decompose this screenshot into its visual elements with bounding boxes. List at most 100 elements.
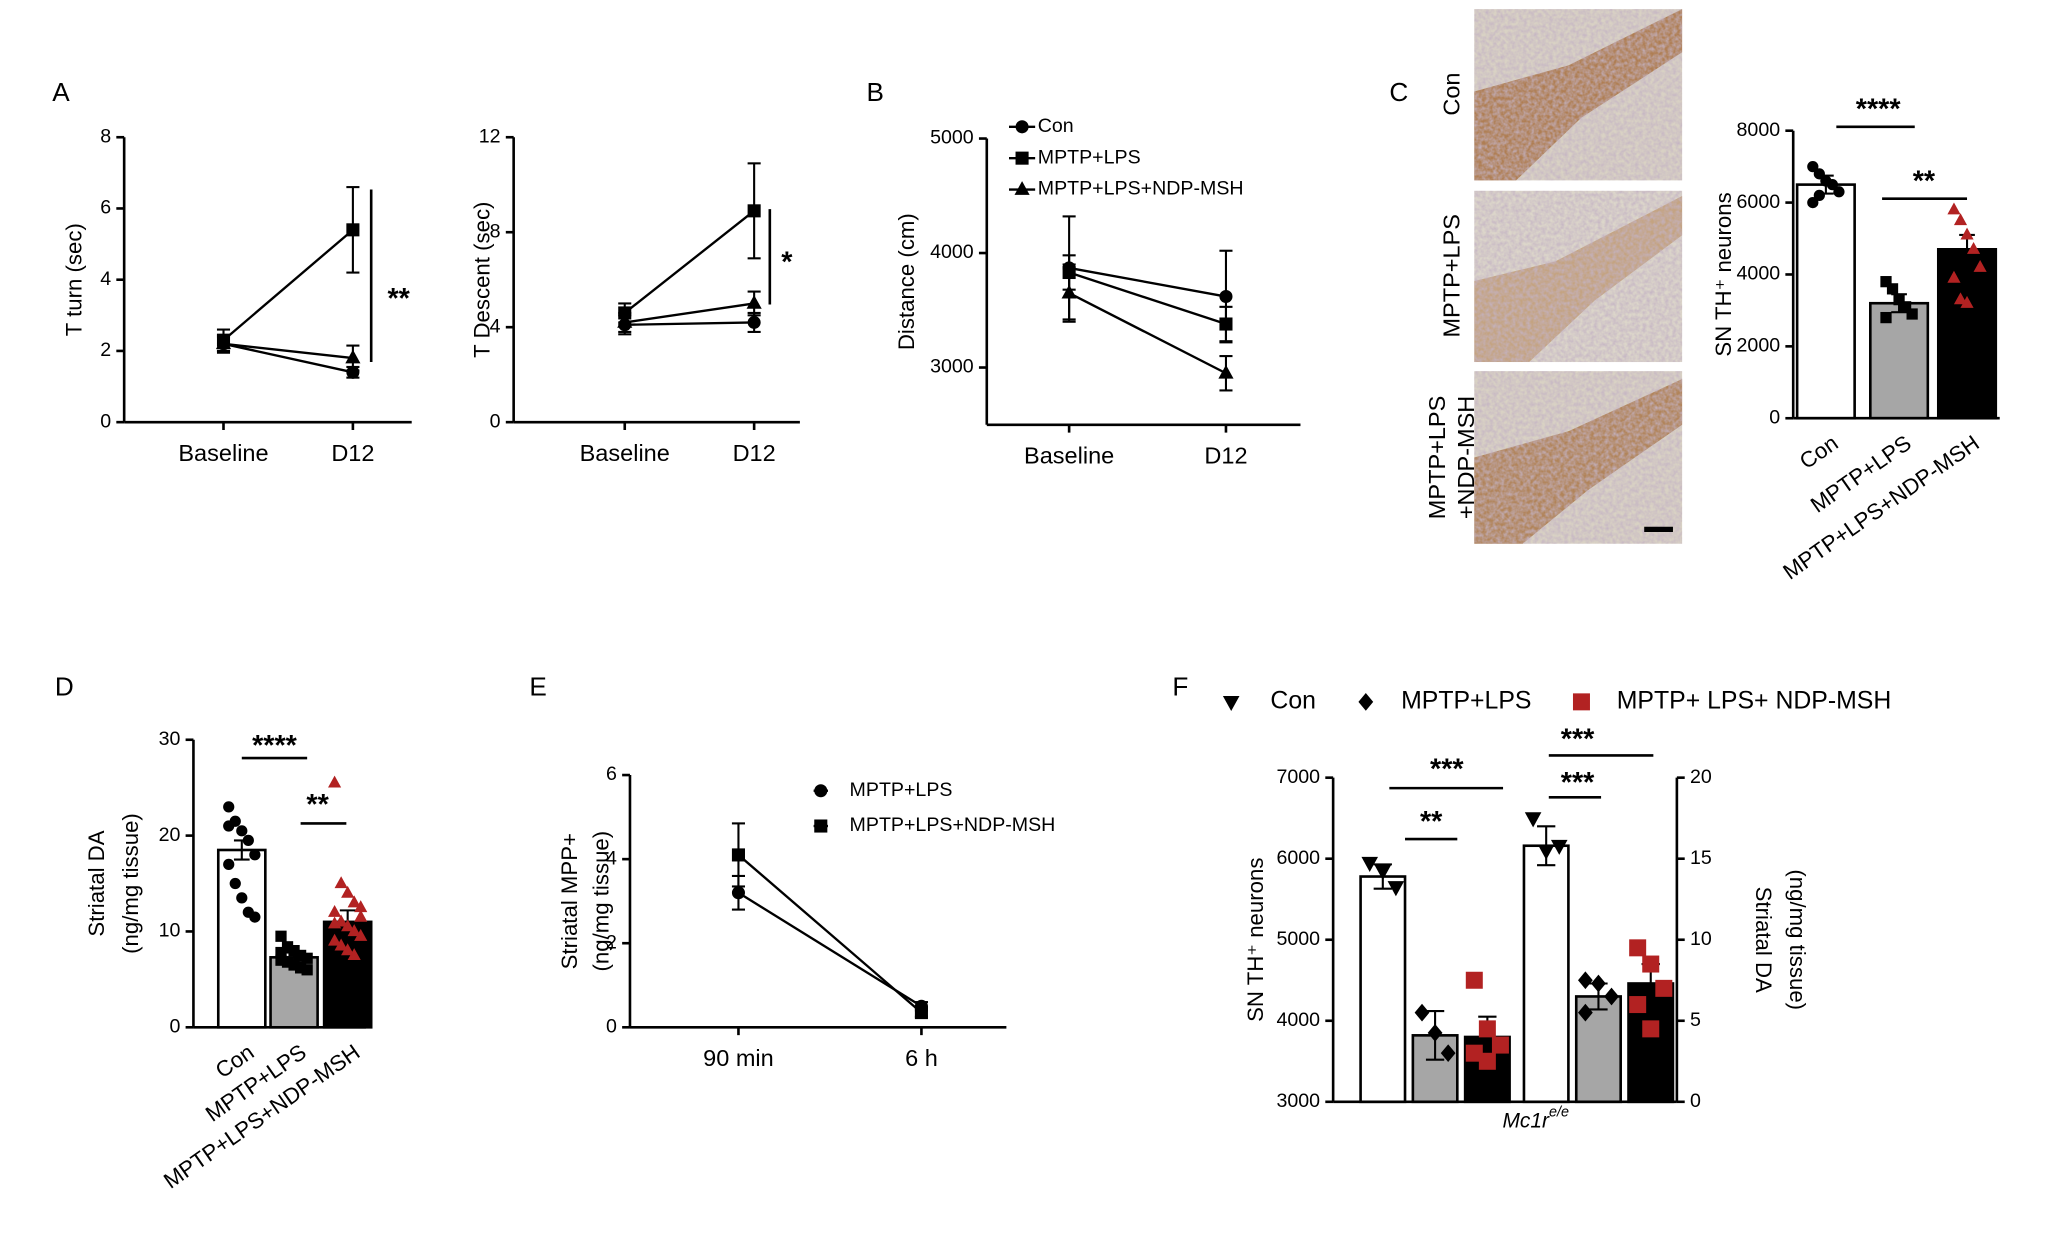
y-tick-label: 5000 (930, 127, 974, 149)
micrograph-texture (1474, 371, 1683, 544)
significance: **** (1856, 94, 1902, 126)
y-tick-label: 4 (100, 268, 111, 290)
y-tick-label: 4000 (930, 241, 974, 263)
point (328, 904, 342, 917)
point (1893, 294, 1905, 306)
y-tick-label: 15 (1690, 847, 1712, 869)
significance: *** (1561, 724, 1595, 756)
y-tick-label: 0 (100, 410, 111, 432)
y-tick-label: 7000 (1276, 766, 1320, 788)
point (301, 952, 313, 964)
series-line (1068, 271, 1227, 326)
y-tick-label: 0 (169, 1015, 180, 1037)
point (1061, 284, 1077, 299)
point (1642, 955, 1660, 973)
point (1578, 1003, 1593, 1022)
point (1807, 196, 1819, 209)
panel-letter: F (1172, 672, 1188, 702)
point (746, 295, 762, 309)
point (328, 933, 342, 946)
point (1953, 292, 1968, 305)
series-line (223, 342, 354, 360)
panel-letter: E (529, 672, 546, 702)
point (747, 315, 761, 329)
legend-marker (1014, 181, 1030, 195)
point (1813, 168, 1825, 180)
y-tick-label: 8 (100, 125, 111, 147)
panel-letter: C (1389, 77, 1408, 107)
point (1947, 202, 1961, 215)
point (1880, 311, 1892, 324)
panel-letter: B (867, 77, 884, 107)
y-tick-label: 6 (606, 763, 617, 785)
point (354, 909, 368, 922)
point (354, 928, 368, 941)
point (1465, 971, 1483, 989)
axis-label: Striatal DA (84, 830, 109, 936)
point (1591, 974, 1606, 993)
point (341, 919, 355, 932)
y-tick-label: 0 (606, 1015, 617, 1037)
x-tick-label: Baseline (178, 440, 268, 466)
point (731, 848, 745, 862)
point (1478, 1052, 1496, 1070)
series-line (1068, 292, 1227, 375)
axis-label: Striatal DA (1751, 887, 1776, 993)
point (617, 314, 633, 328)
y-tick-label: 30 (159, 728, 181, 750)
point (1219, 317, 1233, 331)
point (1218, 364, 1234, 379)
y-tick-label: 0 (1690, 1090, 1701, 1112)
bar (1359, 875, 1407, 1104)
point (275, 930, 287, 942)
x-tick-label: D12 (733, 440, 776, 466)
series-line (1068, 266, 1227, 298)
legend-marker (1015, 151, 1029, 165)
point (223, 820, 235, 832)
x-tick-label: D12 (1204, 443, 1247, 469)
image-label: MPTP+LPS (1424, 396, 1450, 520)
point (1550, 839, 1568, 855)
y-tick-label: 5000 (1276, 928, 1320, 950)
y-tick-label: 6000 (1276, 847, 1320, 869)
point (215, 335, 232, 350)
y-tick-label: 2000 (1737, 335, 1781, 357)
y-tick-label: 3000 (1276, 1090, 1320, 1112)
x-tick-label: Con (1795, 430, 1843, 474)
group-label-sup: e/e (1549, 1104, 1569, 1120)
axis-label: SN TH⁺ neurons (1711, 192, 1736, 356)
legend-label: MPTP+LPS+NDP-MSH (1038, 178, 1244, 200)
legend-marker (814, 819, 828, 833)
series-line (737, 854, 923, 1014)
significance: * (781, 247, 793, 279)
point (223, 858, 235, 870)
axis-label: T turn (sec) (62, 223, 87, 336)
point (236, 825, 248, 837)
significance: ** (1913, 166, 1936, 198)
point (275, 946, 287, 959)
legend-marker (1358, 692, 1374, 711)
point (1960, 295, 1974, 308)
x-tick-label: 90 min (703, 1045, 774, 1071)
point (1886, 283, 1899, 295)
image-label: MPTP+LPS (1439, 214, 1465, 338)
image-label: +NDP-MSH (1453, 396, 1479, 519)
point (1642, 1020, 1660, 1038)
legend-label: MPTP+ LPS+ NDP-MSH (1617, 687, 1892, 714)
y-tick-label: 4000 (1276, 1009, 1320, 1031)
y-tick-label: 10 (159, 920, 181, 942)
point (1833, 186, 1845, 198)
point (1880, 276, 1892, 288)
bar (1936, 248, 1998, 420)
y-tick-label: 6 (100, 197, 111, 219)
point (1967, 241, 1981, 254)
point (347, 895, 361, 908)
significance: ** (306, 789, 329, 821)
y-tick-label: 8 (490, 220, 501, 242)
significance: ** (1420, 806, 1443, 838)
point (1524, 812, 1542, 828)
legend-marker (1572, 693, 1590, 711)
series-line (624, 321, 755, 326)
point (1906, 308, 1918, 320)
y-tick-label: 2 (100, 339, 111, 361)
